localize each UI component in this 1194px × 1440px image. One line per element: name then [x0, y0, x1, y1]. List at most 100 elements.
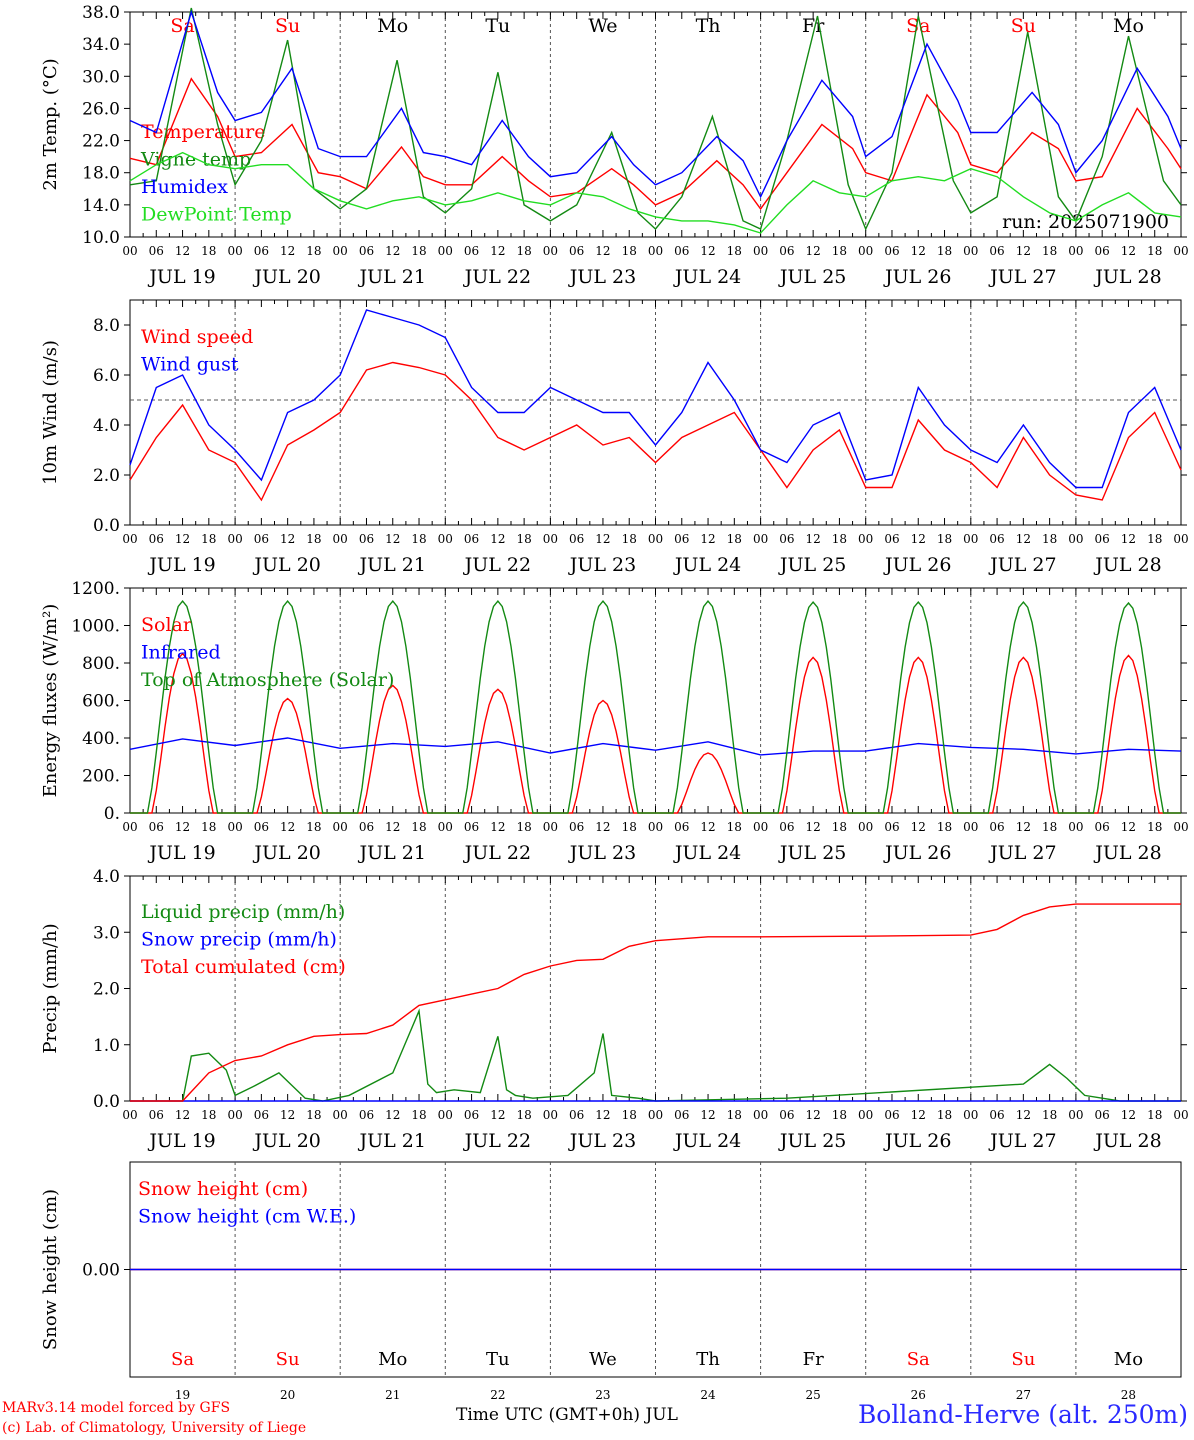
hour-tick-label: 12	[806, 532, 821, 546]
y-tick-label: 2.0	[93, 466, 120, 486]
hour-tick-label: 00	[1068, 820, 1083, 834]
weekday-label: Mo	[378, 1349, 407, 1370]
hour-tick-label: 00	[858, 820, 873, 834]
hour-tick-label: 12	[385, 1108, 400, 1122]
hour-tick-label: 00	[438, 244, 453, 258]
hour-tick-label: 00	[963, 1108, 978, 1122]
hour-tick-label: 00	[543, 244, 558, 258]
hour-tick-label: 12	[911, 532, 926, 546]
weekday-label: Su	[1011, 15, 1036, 37]
hour-tick-label: 00	[858, 532, 873, 546]
hour-tick-label: 06	[464, 532, 479, 546]
day-number-label: 24	[700, 1388, 716, 1402]
hour-tick-label: 12	[1121, 244, 1136, 258]
y-tick-label: 1000.	[71, 617, 120, 637]
hour-tick-label: 12	[806, 1108, 821, 1122]
y-tick-label: 0.	[104, 804, 120, 824]
weekday-label: Su	[275, 15, 300, 37]
hour-tick-label: 00	[122, 1108, 137, 1122]
hour-tick-label: 18	[1042, 244, 1057, 258]
hour-tick-label: 12	[911, 820, 926, 834]
hour-tick-label: 00	[1068, 1108, 1083, 1122]
hour-tick-label: 06	[149, 820, 164, 834]
weekday-label: Su	[276, 1349, 300, 1370]
hour-tick-label: 00	[1173, 820, 1188, 834]
hour-tick-label: 12	[1121, 820, 1136, 834]
chart-panel-4: 00 06 12 18 JUL 19 00 06 12 18 JUL 20 00 06 12 18 JUL …	[40, 867, 1189, 1152]
series-line-infrared	[129, 737, 1182, 756]
legend-entry: Top of Atmosphere (Solar)	[141, 669, 394, 691]
hour-tick-label: 00	[963, 244, 978, 258]
series-line-total-cumulated-cm-	[130, 903, 1181, 1102]
y-tick-label: 10.0	[82, 228, 120, 248]
y-tick-label: 38.0	[82, 3, 120, 23]
date-label: JUL 23	[568, 266, 636, 288]
legend-entry: Total cumulated (cm)	[141, 956, 346, 978]
hour-tick-label: 00	[753, 1108, 768, 1122]
hour-tick-label: 12	[1121, 1108, 1136, 1122]
date-label: JUL 22	[463, 1130, 531, 1152]
date-label: JUL 24	[673, 554, 741, 576]
y-tick-label: 0.0	[93, 516, 120, 536]
hour-tick-label: 12	[280, 532, 295, 546]
y-tick-label: 3.0	[93, 923, 120, 943]
hour-tick-label: 18	[832, 1108, 847, 1122]
hour-tick-label: 06	[674, 820, 689, 834]
hour-tick-label: 18	[411, 244, 426, 258]
y-tick-label: 0.0	[93, 1092, 120, 1112]
hour-tick-label: 12	[280, 820, 295, 834]
date-label: JUL 24	[673, 1130, 741, 1152]
hour-tick-label: 12	[1016, 532, 1031, 546]
hour-tick-label: 18	[411, 1108, 426, 1122]
hour-tick-label: 18	[411, 820, 426, 834]
hour-tick-label: 00	[438, 532, 453, 546]
series-line-temperature	[129, 77, 1182, 211]
series-line-wind-gust	[129, 309, 1182, 489]
date-label: JUL 25	[778, 842, 846, 864]
hour-tick-label: 18	[516, 820, 531, 834]
hour-tick-label: 06	[359, 820, 374, 834]
run-label: run: 2025071900	[1002, 211, 1169, 233]
hour-tick-label: 00	[963, 532, 978, 546]
y-tick-label: 4.0	[93, 867, 120, 887]
legend-entry: Snow height (cm W.E.)	[138, 1206, 356, 1228]
hour-tick-label: 06	[464, 1108, 479, 1122]
series-line-wind-speed	[129, 361, 1182, 502]
hour-tick-label: 00	[1173, 1108, 1188, 1122]
hour-tick-label: 00	[753, 820, 768, 834]
y-tick-label: 400.	[82, 729, 120, 749]
hour-tick-label: 06	[254, 244, 269, 258]
hour-tick-label: 00	[648, 244, 663, 258]
date-label: JUL 24	[673, 266, 741, 288]
hour-tick-label: 12	[911, 244, 926, 258]
hour-tick-label: 18	[516, 1108, 531, 1122]
hour-tick-label: 18	[727, 1108, 742, 1122]
date-label: JUL 27	[988, 1130, 1056, 1152]
hour-tick-label: 12	[385, 820, 400, 834]
hour-tick-label: 00	[963, 820, 978, 834]
hour-tick-label: 06	[989, 532, 1004, 546]
hour-tick-label: 18	[306, 820, 321, 834]
day-number-label: 21	[385, 1388, 400, 1402]
date-label: JUL 23	[568, 1130, 636, 1152]
hour-tick-label: 12	[280, 1108, 295, 1122]
y-axis-label: Snow height (cm)	[40, 1189, 61, 1350]
date-label: JUL 25	[778, 266, 846, 288]
hour-tick-label: 06	[569, 1108, 584, 1122]
hour-tick-label: 18	[622, 1108, 637, 1122]
series-line-vigne-temp	[129, 7, 1182, 231]
hour-tick-label: 18	[201, 532, 216, 546]
date-label: JUL 28	[1093, 266, 1161, 288]
day-number-label: 26	[911, 1388, 926, 1402]
weekday-label: Fr	[802, 15, 825, 37]
hour-tick-label: 12	[175, 1108, 190, 1122]
hour-tick-label: 06	[254, 1108, 269, 1122]
date-label: JUL 22	[463, 266, 531, 288]
date-label: JUL 25	[778, 1130, 846, 1152]
day-number-label: 25	[806, 1388, 821, 1402]
y-axis-label: 10m Wind (m/s)	[40, 340, 61, 485]
hour-tick-label: 18	[937, 1108, 952, 1122]
hour-tick-label: 18	[727, 532, 742, 546]
hour-tick-label: 00	[543, 1108, 558, 1122]
hour-tick-label: 00	[1173, 244, 1188, 258]
